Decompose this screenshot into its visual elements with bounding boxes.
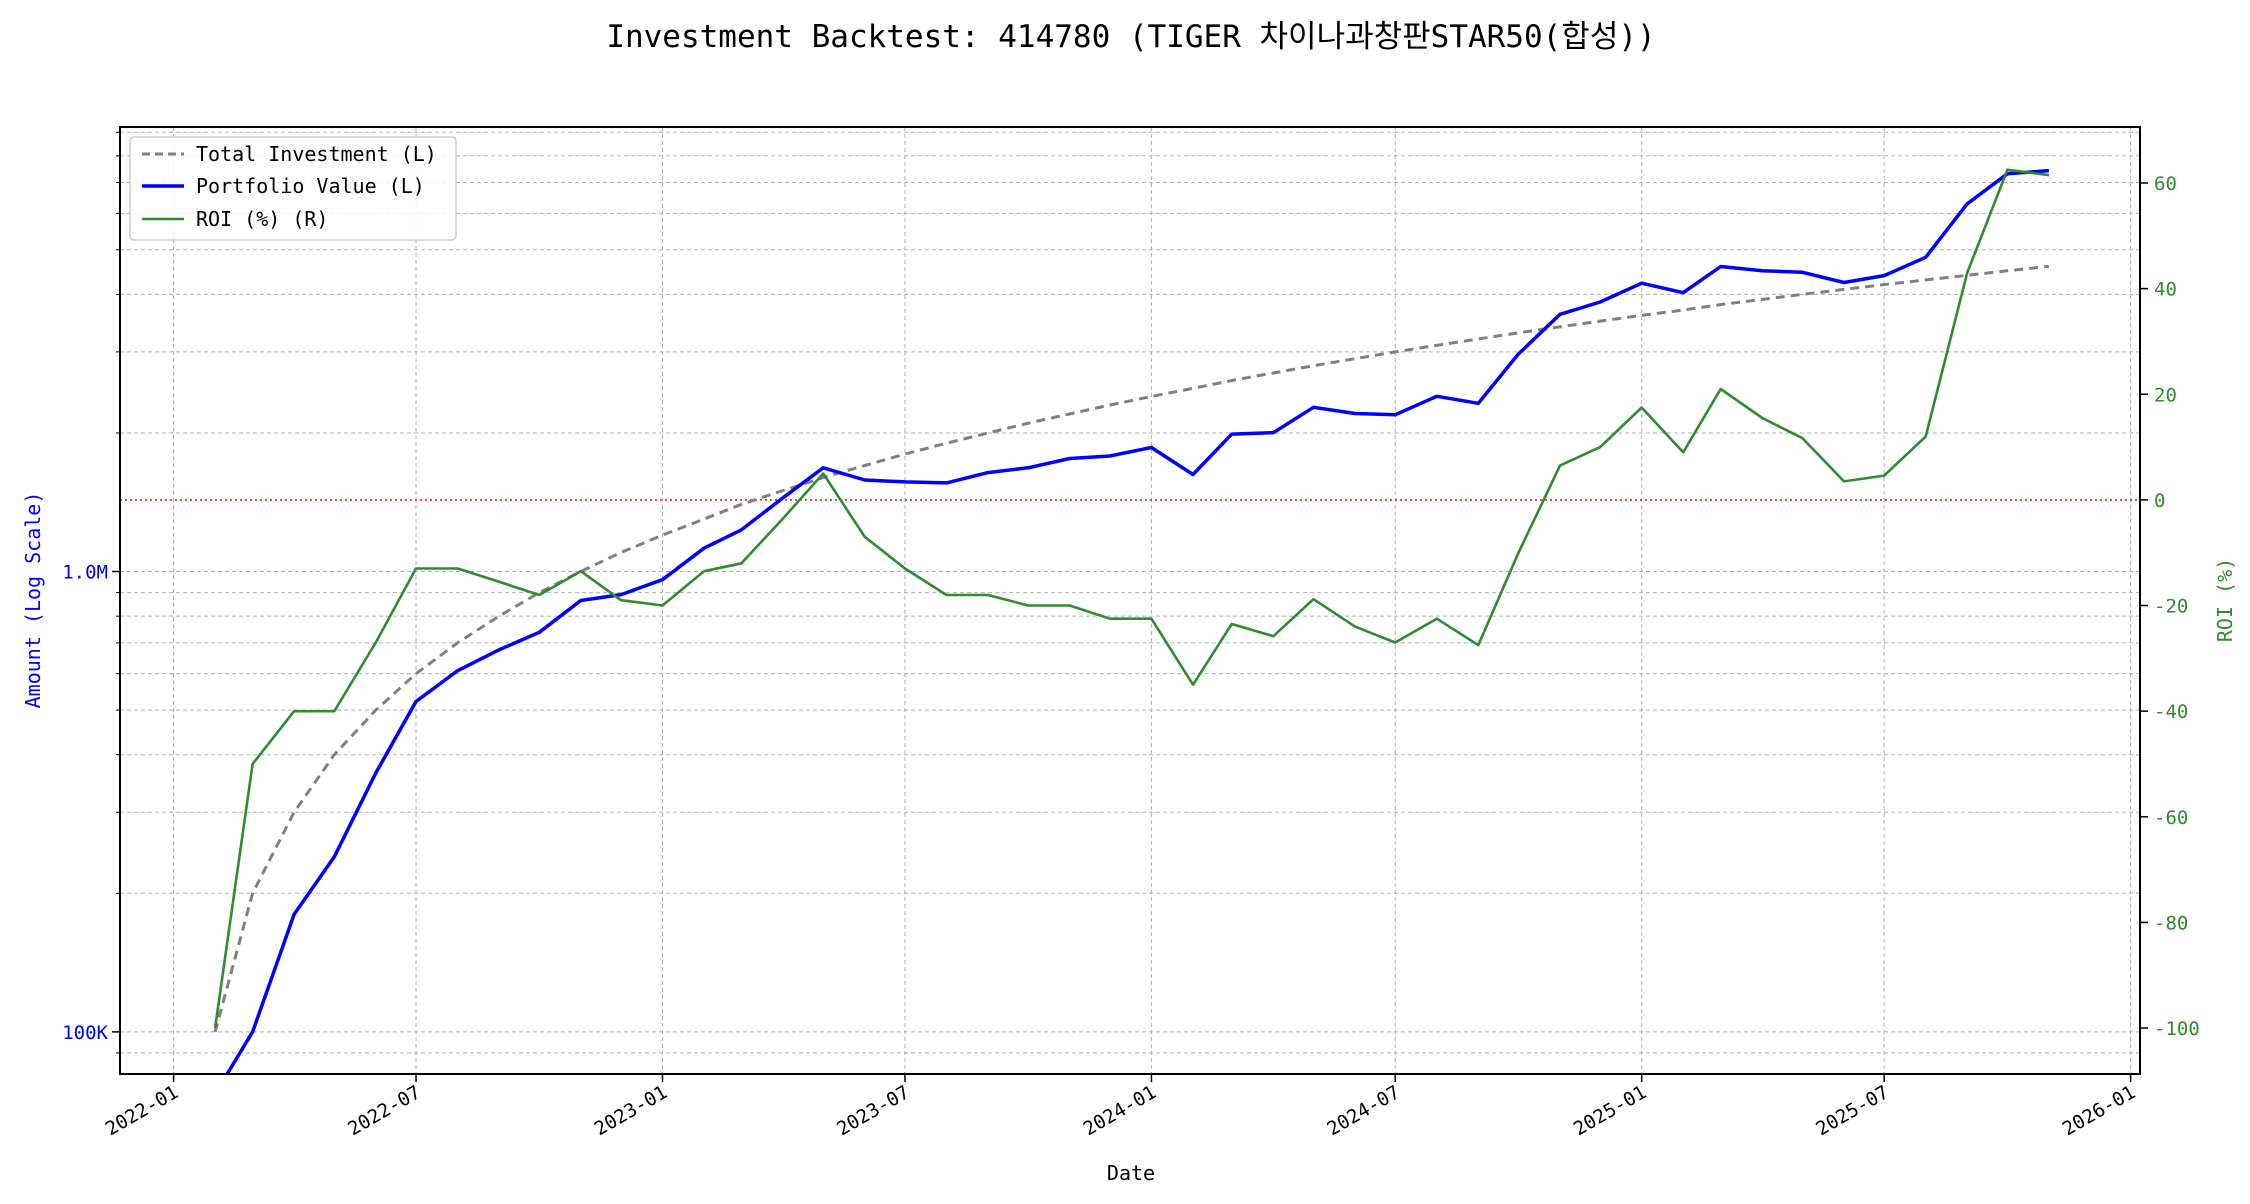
right-y-tick-label: -20 bbox=[2154, 596, 2188, 618]
left-y-tick-label: 100K bbox=[62, 1022, 108, 1044]
x-tick-label: 2024-01 bbox=[1080, 1081, 1160, 1140]
left-y-tick-label: 1.0M bbox=[62, 562, 108, 584]
right-y-tick-label: -80 bbox=[2154, 912, 2188, 934]
x-axis: 2022-01 2022-07 2023-01 2023-07 2024-01 2024-… bbox=[102, 1074, 2139, 1140]
legend-label-total-investment: Total Investment (L) bbox=[196, 142, 437, 166]
right-y-tick-label: -60 bbox=[2154, 807, 2188, 829]
right-y-tick-label: 0 bbox=[2154, 490, 2165, 512]
right-y-axis-label: ROI (%) bbox=[2213, 558, 2237, 642]
x-tick-label: 2023-07 bbox=[833, 1081, 913, 1140]
portfolio-value-line bbox=[225, 168, 2050, 1074]
right-y-tick-label: -100 bbox=[2154, 1018, 2200, 1040]
chart-title: Investment Backtest: 414780 (TIGER 차이나과창… bbox=[606, 19, 1655, 55]
right-y-tick-label: 60 bbox=[2154, 173, 2177, 195]
x-tick-label: 2024-07 bbox=[1323, 1081, 1403, 1140]
left-y-axis-label: Amount (Log Scale) bbox=[21, 492, 45, 709]
x-tick-label: 2025-01 bbox=[1570, 1081, 1650, 1140]
right-y-axis: -100 -80 -60 -40 -20 0 20 40 60 bbox=[2140, 173, 2200, 1040]
right-y-tick-label: -40 bbox=[2154, 701, 2188, 723]
roi-line bbox=[213, 168, 2050, 1029]
total-investment-line bbox=[213, 264, 2050, 1033]
series-lines bbox=[213, 168, 2050, 1074]
grid-lines bbox=[120, 127, 2140, 1074]
legend-label-roi: ROI (%) (R) bbox=[196, 207, 328, 231]
plot-frame bbox=[119, 126, 2141, 1075]
x-tick-label: 2022-01 bbox=[102, 1081, 182, 1140]
right-y-tick-label: 20 bbox=[2154, 384, 2177, 406]
right-y-tick-label: 40 bbox=[2154, 279, 2177, 301]
x-tick-label: 2026-01 bbox=[2059, 1081, 2139, 1140]
legend: Total Investment (L) Portfolio Value (L)… bbox=[129, 136, 457, 241]
x-tick-label: 2023-01 bbox=[591, 1081, 671, 1140]
left-y-axis: 100K 1.0M bbox=[62, 131, 120, 1054]
x-axis-label: Date bbox=[1107, 1161, 1155, 1185]
x-tick-label: 2022-07 bbox=[344, 1081, 424, 1140]
x-tick-label: 2025-07 bbox=[1812, 1081, 1892, 1140]
legend-box bbox=[129, 136, 457, 241]
legend-label-portfolio-value: Portfolio Value (L) bbox=[196, 174, 425, 198]
